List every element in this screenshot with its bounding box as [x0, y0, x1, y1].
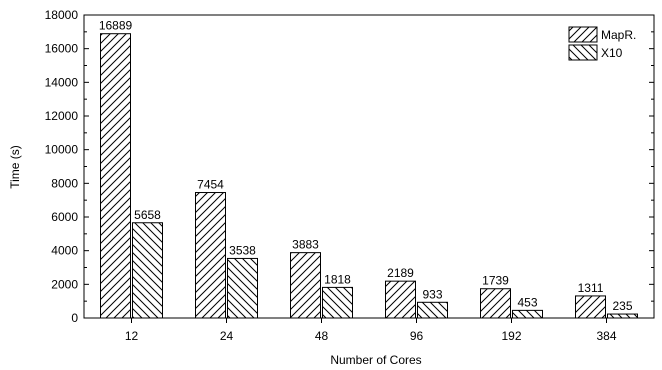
y-tick-label: 16000 [45, 42, 79, 56]
y-tick-label: 10000 [45, 143, 79, 157]
bar-x10-96 [417, 301, 448, 319]
data-label: 3538 [229, 243, 256, 257]
y-tick-label: 18000 [45, 8, 79, 22]
y-tick-label: 8000 [51, 176, 78, 190]
y-tick-label: 2000 [51, 277, 78, 291]
data-label: 933 [422, 287, 442, 301]
data-label: 3883 [292, 238, 319, 252]
data-label: 1818 [324, 272, 351, 286]
data-label: 5658 [134, 208, 161, 222]
data-label: 1739 [482, 274, 509, 288]
legend-swatch [568, 26, 598, 43]
data-label: 7454 [197, 178, 224, 192]
data-label: 16889 [99, 19, 133, 33]
y-tick-label: 12000 [45, 109, 79, 123]
data-label: 235 [612, 299, 632, 313]
y-tick-label: 0 [71, 311, 78, 325]
y-tick-label: 14000 [45, 75, 79, 89]
x-tick-label: 24 [220, 329, 234, 343]
bar-mapr-48 [290, 252, 321, 319]
x-axis-title: Number of Cores [330, 353, 421, 367]
bar-mapr-96 [385, 280, 416, 319]
y-tick-label: 4000 [51, 244, 78, 258]
bar-x10-384 [607, 313, 638, 319]
bar-mapr-24 [195, 192, 226, 319]
y-tick-label: 6000 [51, 210, 78, 224]
bar-x10-192 [512, 309, 543, 319]
bar-mapr-192 [480, 288, 511, 319]
bar-x10-24 [227, 257, 258, 319]
data-label: 453 [517, 295, 537, 309]
x-tick-label: 96 [410, 329, 424, 343]
bar-mapr-384 [575, 295, 606, 319]
bar-mapr-12 [100, 33, 131, 319]
legend-label: MapR. [601, 28, 636, 42]
x-tick-label: 48 [315, 329, 329, 343]
y-axis-title: Time (s) [8, 145, 22, 189]
x-tick-label: 384 [596, 329, 616, 343]
legend-swatch [568, 44, 598, 61]
legend-label: X10 [601, 46, 623, 60]
bar-x10-12 [132, 222, 163, 319]
x-tick-label: 192 [501, 329, 521, 343]
data-label: 1311 [578, 281, 604, 295]
data-label: 2189 [387, 266, 414, 280]
x-tick-label: 12 [125, 329, 139, 343]
bar-x10-48 [322, 286, 353, 319]
